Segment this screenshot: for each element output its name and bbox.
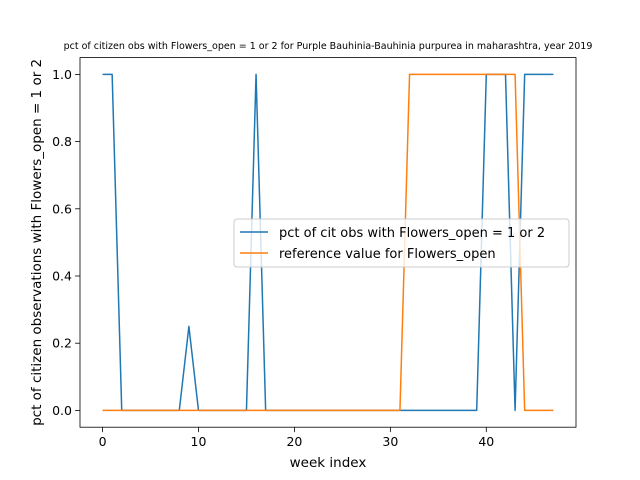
y-tick-label: 1.0 [52,67,72,82]
x-tick-label: 10 [191,434,207,449]
series-layer [102,73,554,412]
y-tick-label: 0.8 [52,134,72,149]
y-tick-label: 0.4 [52,269,72,284]
plot-area [79,57,577,428]
legend: pct of cit obs with Flowers_open = 1 or … [233,218,570,268]
legend-label-reference: reference value for Flowers_open [279,247,496,262]
y-tick-label: 0.2 [52,336,72,351]
x-tick-label: 40 [478,434,494,449]
legend-label-cit-obs: pct of cit obs with Flowers_open = 1 or … [279,226,545,241]
x-axis-label: week index [290,455,367,471]
x-tick-label: 30 [382,434,398,449]
y-tick-label: 0.0 [52,403,72,418]
axes-frame [79,57,577,428]
x-axis-ticks: 0 10 20 30 40 [99,427,494,449]
x-tick-label: 20 [286,434,302,449]
y-tick-label: 0.6 [52,201,72,216]
x-tick-label: 0 [99,434,107,449]
legend-frame [233,218,570,268]
series-line-1 [102,73,554,412]
y-axis-ticks: 0.0 0.2 0.4 0.6 0.8 1.0 [52,67,80,418]
chart-title: pct of citizen obs with Flowers_open = 1… [64,41,593,52]
y-axis-label: pct of citizen observations with Flowers… [29,59,45,426]
